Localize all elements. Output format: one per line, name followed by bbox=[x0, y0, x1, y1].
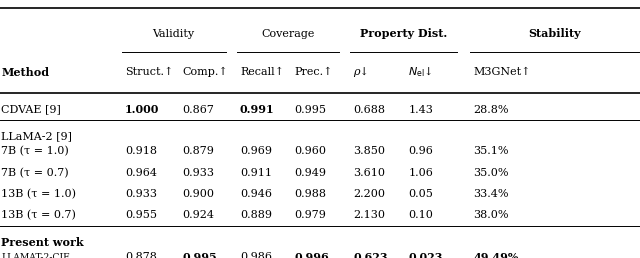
Text: 2.130: 2.130 bbox=[353, 211, 385, 220]
Text: 7B (τ = 1.0): 7B (τ = 1.0) bbox=[1, 146, 69, 156]
Text: 0.955: 0.955 bbox=[125, 211, 157, 220]
Text: 0.996: 0.996 bbox=[294, 252, 329, 258]
Text: 0.867: 0.867 bbox=[182, 105, 214, 115]
Text: Recall↑: Recall↑ bbox=[240, 67, 284, 77]
Text: 33.4%: 33.4% bbox=[474, 189, 509, 199]
Text: 7B (τ = 0.7): 7B (τ = 0.7) bbox=[1, 167, 69, 178]
Text: CDVAE [9]: CDVAE [9] bbox=[1, 105, 61, 115]
Text: 0.988: 0.988 bbox=[294, 189, 326, 199]
Text: Method: Method bbox=[1, 67, 49, 78]
Text: ρ↓: ρ↓ bbox=[353, 67, 369, 77]
Text: 0.900: 0.900 bbox=[182, 189, 214, 199]
Text: 0.991: 0.991 bbox=[240, 104, 275, 115]
Text: 0.924: 0.924 bbox=[182, 211, 214, 220]
Text: 0.949: 0.949 bbox=[294, 168, 326, 178]
Text: Coverage: Coverage bbox=[261, 29, 314, 38]
Text: $N_{\mathrm{el}}$↓: $N_{\mathrm{el}}$↓ bbox=[408, 65, 433, 79]
Text: 0.933: 0.933 bbox=[182, 168, 214, 178]
Text: M3GNet↑: M3GNet↑ bbox=[474, 67, 531, 77]
Text: 49.49%: 49.49% bbox=[474, 252, 519, 258]
Text: 0.879: 0.879 bbox=[182, 146, 214, 156]
Text: LLaMA-2 [9]: LLaMA-2 [9] bbox=[1, 131, 72, 141]
Text: Prec.↑: Prec.↑ bbox=[294, 67, 333, 77]
Text: Stability: Stability bbox=[528, 28, 581, 39]
Text: 3.610: 3.610 bbox=[353, 168, 385, 178]
Text: 0.023: 0.023 bbox=[408, 252, 443, 258]
Text: 0.96: 0.96 bbox=[408, 146, 433, 156]
Text: 2.200: 2.200 bbox=[353, 189, 385, 199]
Text: 0.986: 0.986 bbox=[240, 252, 272, 258]
Text: 28.8%: 28.8% bbox=[474, 105, 509, 115]
Text: 13B (τ = 1.0): 13B (τ = 1.0) bbox=[1, 189, 76, 199]
Text: 0.918: 0.918 bbox=[125, 146, 157, 156]
Text: 0.969: 0.969 bbox=[240, 146, 272, 156]
Text: 0.995: 0.995 bbox=[182, 252, 217, 258]
Text: 0.960: 0.960 bbox=[294, 146, 326, 156]
Text: Property Dist.: Property Dist. bbox=[360, 28, 447, 39]
Text: 0.878: 0.878 bbox=[125, 252, 157, 258]
Text: 35.1%: 35.1% bbox=[474, 146, 509, 156]
Text: 0.933: 0.933 bbox=[125, 189, 157, 199]
Text: 1.43: 1.43 bbox=[408, 105, 433, 115]
Text: 0.979: 0.979 bbox=[294, 211, 326, 220]
Text: Validity: Validity bbox=[152, 29, 195, 38]
Text: 0.623: 0.623 bbox=[353, 252, 388, 258]
Text: 0.05: 0.05 bbox=[408, 189, 433, 199]
Text: 1.06: 1.06 bbox=[408, 168, 433, 178]
Text: 3.850: 3.850 bbox=[353, 146, 385, 156]
Text: 0.964: 0.964 bbox=[125, 168, 157, 178]
Text: 0.911: 0.911 bbox=[240, 168, 272, 178]
Text: Struct.↑: Struct.↑ bbox=[125, 67, 173, 77]
Text: 13B (τ = 0.7): 13B (τ = 0.7) bbox=[1, 210, 76, 221]
Text: 0.946: 0.946 bbox=[240, 189, 272, 199]
Text: 1.000: 1.000 bbox=[125, 104, 159, 115]
Text: 0.995: 0.995 bbox=[294, 105, 326, 115]
Text: 0.889: 0.889 bbox=[240, 211, 272, 220]
Text: Present work: Present work bbox=[1, 237, 84, 247]
Text: 0.10: 0.10 bbox=[408, 211, 433, 220]
Text: LLAMAT-2-CIF: LLAMAT-2-CIF bbox=[1, 253, 70, 258]
Text: 35.0%: 35.0% bbox=[474, 168, 509, 178]
Text: Comp.↑: Comp.↑ bbox=[182, 67, 228, 77]
Text: 38.0%: 38.0% bbox=[474, 211, 509, 220]
Text: 0.688: 0.688 bbox=[353, 105, 385, 115]
